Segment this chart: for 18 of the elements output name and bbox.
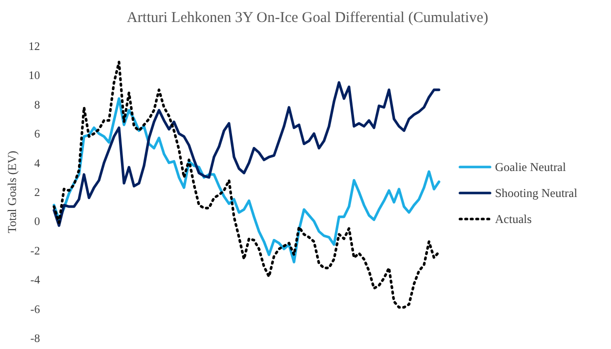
legend-label: Goalie Neutral — [495, 160, 567, 174]
y-tick-label: 2 — [34, 187, 40, 200]
y-tick-label: 10 — [28, 70, 40, 82]
y-tick-label: -6 — [30, 304, 40, 316]
legend-label: Shooting Neutral — [495, 186, 578, 200]
y-axis-title: Total Goals (EV) — [5, 150, 19, 234]
y-tick-label: 6 — [34, 128, 40, 141]
y-tick-label: -8 — [30, 333, 40, 346]
y-tick-label: 4 — [34, 158, 40, 170]
y-tick-label: 0 — [34, 216, 40, 228]
y-tick-label: 8 — [34, 99, 40, 112]
line-series — [52, 81, 440, 227]
y-tick-label: -4 — [30, 274, 40, 287]
y-tick-label: -2 — [30, 245, 40, 258]
legend-label: Actuals — [495, 212, 532, 226]
y-tick-label: 12 — [28, 41, 40, 54]
chart-title: Artturi Lehkonen 3Y On-Ice Goal Differential (Cumulative) — [126, 10, 488, 26]
line-series — [52, 60, 440, 309]
